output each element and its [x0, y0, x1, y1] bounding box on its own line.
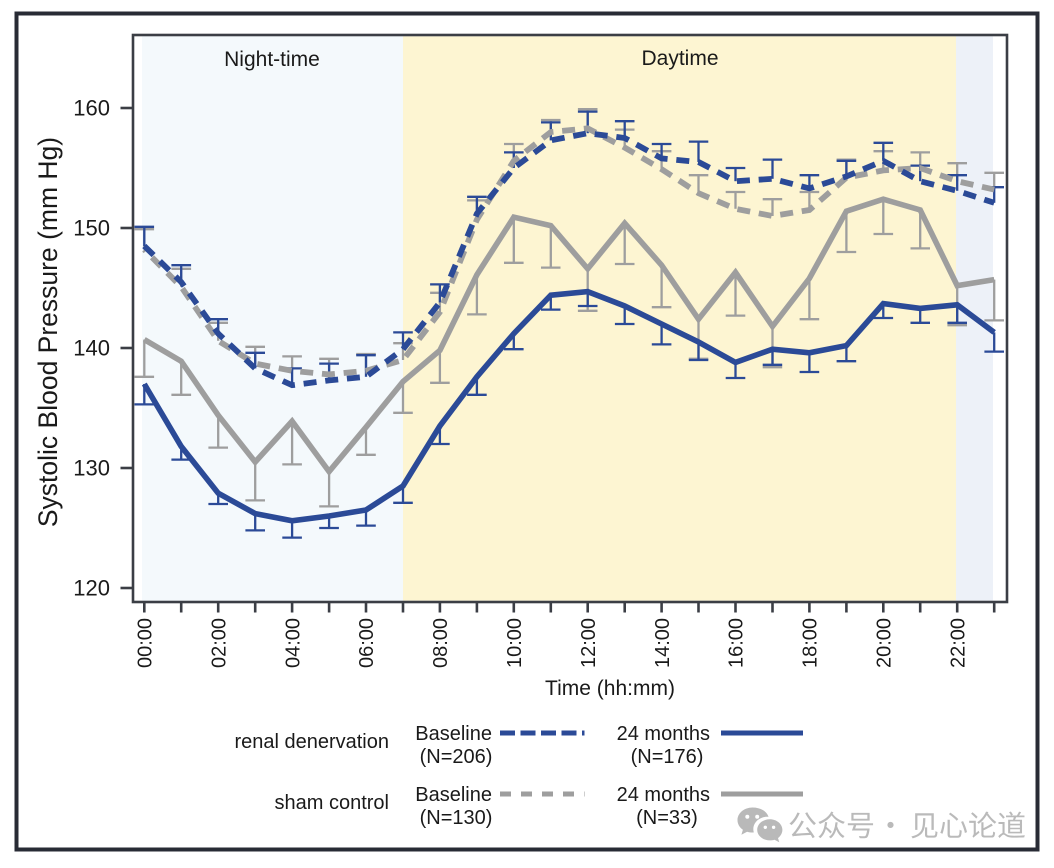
- svg-text:Daytime: Daytime: [641, 47, 718, 70]
- svg-text:renal denervation: renal denervation: [234, 731, 389, 753]
- svg-text:Night-time: Night-time: [224, 48, 320, 71]
- svg-text:22:00: 22:00: [947, 618, 969, 668]
- svg-text:Time (hh:mm): Time (hh:mm): [545, 677, 675, 700]
- svg-text:Baseline: Baseline: [415, 784, 492, 806]
- svg-text:24 months: 24 months: [617, 723, 710, 745]
- svg-text:(N=33): (N=33): [636, 807, 698, 829]
- svg-text:14:00: 14:00: [652, 618, 674, 668]
- svg-text:00:00: 00:00: [135, 618, 157, 668]
- svg-text:150: 150: [73, 216, 110, 241]
- svg-text:20:00: 20:00: [874, 618, 896, 668]
- svg-text:24 months: 24 months: [617, 784, 710, 806]
- svg-text:Baseline: Baseline: [415, 723, 492, 745]
- svg-text:160: 160: [73, 96, 110, 121]
- svg-text:02:00: 02:00: [208, 618, 230, 668]
- svg-text:(N=176): (N=176): [631, 746, 704, 768]
- svg-text:120: 120: [73, 576, 110, 601]
- svg-text:18:00: 18:00: [800, 618, 822, 668]
- svg-text:sham control: sham control: [275, 792, 390, 814]
- svg-text:12:00: 12:00: [578, 618, 600, 668]
- svg-text:Systolic Blood Pressure (mm Hg: Systolic Blood Pressure (mm Hg): [33, 137, 63, 527]
- svg-text:(N=206): (N=206): [420, 746, 493, 768]
- svg-text:16:00: 16:00: [726, 618, 748, 668]
- svg-text:(N=130): (N=130): [420, 807, 493, 829]
- svg-text:08:00: 08:00: [430, 618, 452, 668]
- svg-text:140: 140: [73, 336, 110, 361]
- svg-text:04:00: 04:00: [282, 618, 304, 668]
- svg-text:130: 130: [73, 456, 110, 481]
- svg-text:06:00: 06:00: [356, 618, 378, 668]
- svg-text:10:00: 10:00: [504, 618, 526, 668]
